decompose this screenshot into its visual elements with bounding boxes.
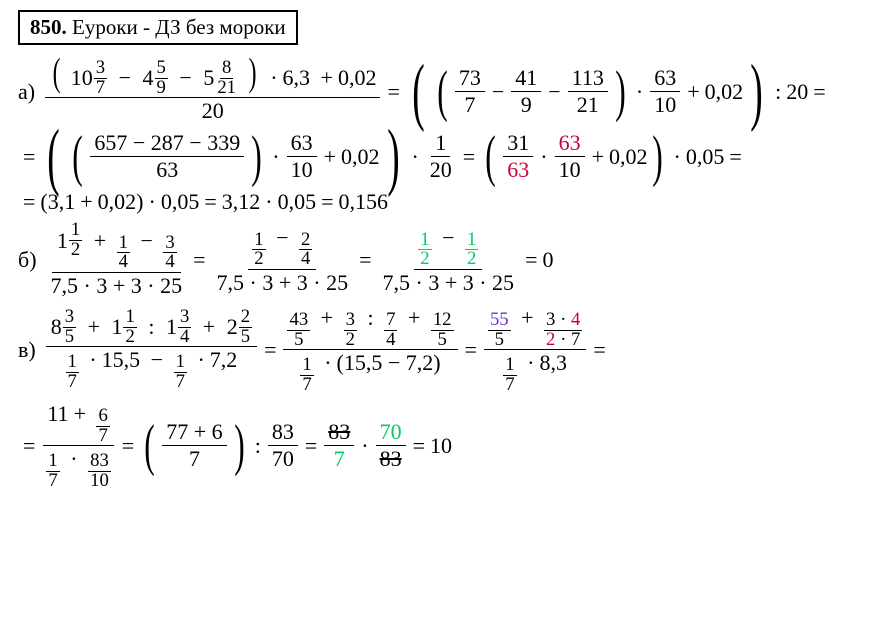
frac-b-2: 12 − 24 7,5 · 3 + 3 · 25 (213, 225, 353, 296)
label-a: а) (18, 79, 35, 105)
title-box: 850. Еуроки - ДЗ без мороки (18, 10, 298, 45)
page-container: 850. Еуроки - ДЗ без мороки а) ( 1037 − … (0, 0, 882, 507)
line-a-row2: = ( ( 657 − 287 − 33963 ) · 6310 +0,02 )… (18, 130, 864, 183)
frac-c-1: 835 + 112 : 134 + 225 17 ·15,5 − 17 ·7,2 (46, 308, 257, 392)
frac-c2-1: 11+ 67 17 · 8310 (42, 401, 114, 491)
frac-c-3: 555 + 3 · 42 · 7 17 ·8,3 (484, 305, 586, 395)
frac-c-2: 435 + 32 : 74 + 125 17 ·(15,5 − 7,2) (283, 305, 457, 395)
line-c-row2: = 11+ 67 17 · 8310 = ( 77 + 67 ) : 8370 … (18, 401, 864, 491)
line-a-row3: = (3,1+0,02) ·0,05 = 3,12·0,05 = 0,156 (18, 189, 864, 215)
frac-a-lhs: ( 1037 − 459 − 5821 ) ·6,3 +0,02 20 (45, 59, 380, 124)
frac-b-1: 112 + 14 − 34 7,5 · 3 + 3 · 25 (47, 221, 187, 299)
label-b: б) (18, 247, 37, 273)
line-c-row1: в) 835 + 112 : 134 + 225 17 ·15,5 − 17 ·… (18, 305, 864, 395)
frac-b-3: 12 − 12 7,5 · 3 + 3 · 25 (379, 225, 519, 296)
title-text: Еуроки - ДЗ без мороки (72, 15, 286, 39)
label-c: в) (18, 337, 36, 363)
line-b: б) 112 + 14 − 34 7,5 · 3 + 3 · 25 = 12 −… (18, 221, 864, 299)
line-a-row1: а) ( 1037 − 459 − 5821 ) ·6,3 +0,02 20 =… (18, 59, 864, 124)
problem-number: 850. (30, 15, 67, 39)
